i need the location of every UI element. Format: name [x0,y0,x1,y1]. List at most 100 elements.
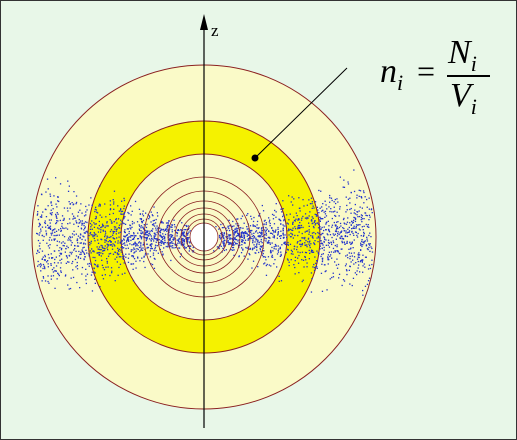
particle [172,242,174,245]
particle [112,253,115,255]
particle [254,225,257,228]
particle [365,244,368,246]
particle [302,259,305,261]
particle [143,228,145,230]
particle [339,252,341,255]
particle [321,218,323,220]
particle [326,221,328,223]
particle [65,247,67,250]
particle [55,222,57,225]
particle [37,205,39,207]
particle [287,243,289,246]
particle [307,241,309,243]
particle [182,243,184,245]
particle [248,252,250,255]
particle [237,232,239,234]
particle [112,230,114,233]
particle [303,238,306,240]
particle [156,239,158,241]
particle [95,206,97,208]
particle [218,247,220,249]
particle [279,255,281,257]
particle [50,263,52,265]
particle [71,236,73,238]
particle [181,241,183,243]
particle [132,249,134,251]
particle [253,216,255,219]
particle [235,238,237,241]
particle [258,236,261,238]
particle [96,246,98,248]
particle [246,228,248,230]
particle [334,250,336,252]
particle [123,243,125,245]
particle [120,223,122,225]
particle [327,220,329,222]
particle [113,238,116,240]
particle [340,231,342,233]
particle [357,224,360,226]
particle [44,266,46,268]
particle [232,230,235,232]
particle [351,242,353,245]
particle [73,223,75,225]
particle [126,241,128,243]
particle [272,218,275,220]
particle [261,230,263,232]
particle [223,232,225,234]
particle [142,231,144,233]
particle [90,240,92,242]
particle [73,215,75,217]
particle [123,247,125,249]
particle [99,214,101,216]
particle [306,262,308,264]
particle [79,236,81,239]
particle [232,240,234,242]
particle [139,225,141,227]
particle [146,247,148,249]
particle [173,224,176,226]
particle [237,244,240,246]
particle [54,231,56,233]
particle [360,242,362,244]
particle [142,210,144,212]
particle [331,243,333,246]
particle [41,280,43,282]
particle [75,233,77,235]
particle [37,265,39,267]
particle [160,236,162,238]
particle [312,205,314,207]
particle [58,234,60,236]
particle [292,204,294,206]
particle [128,240,130,242]
particle [354,220,357,223]
particle [100,229,102,231]
particle [362,235,365,237]
particle [323,229,325,232]
particle [340,225,342,227]
particle [354,213,357,215]
particle [357,256,359,258]
particle [68,254,70,257]
particle [166,226,168,228]
particle [94,282,96,284]
particle [267,236,269,239]
particle [322,244,324,246]
particle [150,263,152,265]
particle [353,169,355,171]
particle [311,236,314,238]
particle [332,233,334,235]
particle [79,287,81,289]
particle [293,198,295,200]
particle [324,270,326,273]
particle [319,220,321,222]
particle [146,238,148,240]
particle [283,236,285,239]
particle [48,247,51,249]
particle [235,243,237,245]
particle [359,271,361,273]
particle [153,235,155,237]
particle [145,231,147,234]
particle [151,214,153,216]
particle [152,252,155,254]
